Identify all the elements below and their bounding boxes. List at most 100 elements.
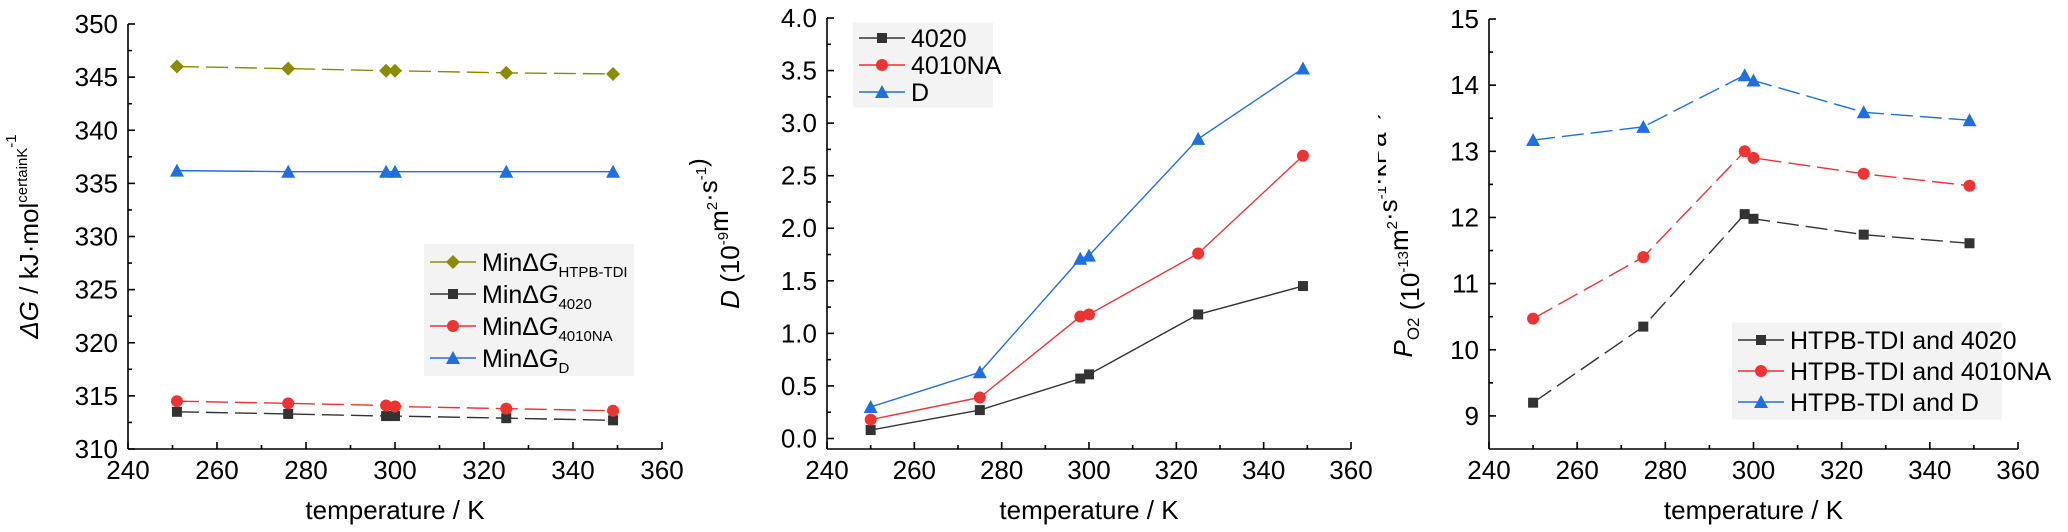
y-tick-label: 315	[75, 381, 118, 411]
data-point	[381, 411, 392, 422]
data-point	[500, 402, 513, 415]
x-tick-label: 260	[1555, 455, 1598, 485]
axes: 240 260 280 300 320 340 360 0.0 0.5 1.0 1.5 2.0 2.5 3…	[781, 3, 1373, 485]
data-point	[1748, 213, 1759, 224]
data-point	[169, 163, 184, 177]
data-point	[1296, 149, 1309, 162]
data-point	[1964, 238, 1975, 249]
x-tick-label: 280	[1644, 455, 1687, 485]
data-point	[283, 408, 294, 419]
data-point	[1192, 247, 1205, 260]
series-0	[1528, 209, 1975, 408]
legend-entry-label: 4010NA	[911, 52, 1002, 80]
data-point	[606, 164, 621, 178]
series-2	[1526, 68, 1977, 147]
data-point	[171, 406, 182, 417]
legend-background	[424, 244, 634, 376]
legend-entry-label: MinΔG4020	[482, 281, 592, 313]
y-axis-label: ΔG / kJ·molcertainK-1	[3, 134, 44, 339]
data-point	[1526, 133, 1541, 147]
legend-marker	[446, 351, 460, 364]
data-point	[1527, 312, 1540, 325]
data-point	[1963, 179, 1976, 192]
series-line	[870, 67, 1304, 408]
legend-entry-label: D	[911, 79, 929, 107]
legend: HTPB-TDI and 4020 HTPB-TDI and 4010NA HTPB…	[1732, 322, 2052, 420]
data-point	[379, 63, 394, 78]
data-point	[1637, 251, 1650, 264]
data-point	[388, 164, 402, 178]
chart-diffusion-coefficient: 240 260 280 300 320 340 360 0.0 0.5 1.0 1.5 2.0 2.5 3…	[689, 3, 1373, 525]
data-point	[606, 66, 621, 81]
data-point	[499, 164, 514, 178]
y-tick-label: 340	[75, 115, 118, 145]
data-point	[389, 400, 401, 413]
series-2	[863, 61, 1310, 413]
data-point	[1857, 167, 1870, 180]
series-line	[176, 169, 614, 173]
x-tick-label: 340	[1242, 455, 1285, 485]
x-tick-label: 240	[805, 455, 848, 485]
data-point	[1738, 145, 1751, 158]
series-2	[170, 395, 620, 417]
x-axis-label: temperature / K	[305, 495, 485, 525]
legend-marker	[876, 59, 888, 71]
series-0	[169, 59, 621, 81]
legend-entry-label: 4020	[911, 25, 967, 53]
x-tick-label: 300	[373, 455, 416, 485]
y-tick-label: 15	[1450, 4, 1479, 34]
series-3	[169, 163, 621, 178]
y-tick-label: 9	[1465, 401, 1479, 431]
y-tick-label: 345	[75, 62, 118, 92]
y-tick-label: 320	[75, 328, 118, 358]
data-point	[863, 399, 878, 413]
x-axis-label: temperature / K	[999, 495, 1179, 525]
legend-entry-label: MinΔG4010NA	[482, 313, 613, 345]
data-point	[973, 391, 986, 404]
chart-panel-permeability: 240 260 280 300 320 340 360 9 10 11 12 13 14 15 temper…	[1378, 0, 2067, 532]
x-tick-label: 300	[1732, 455, 1775, 485]
data-point	[1746, 73, 1761, 87]
x-axis-label: temperature / K	[1664, 495, 1844, 525]
data-point	[1528, 397, 1539, 408]
legend-entry-label: MinΔGHTPB-TDI	[482, 249, 628, 281]
y-tick-label: 335	[75, 168, 118, 198]
data-point	[607, 404, 620, 417]
y-axis-label: PO2 (10-13m2·s-1·kPa-1)	[1378, 110, 1425, 357]
y-tick-label: 10	[1450, 335, 1479, 365]
y-axis-label: D (10-9m2·s-1)	[689, 158, 745, 309]
x-tick-label: 280	[284, 455, 327, 485]
series-0	[865, 281, 1308, 436]
data-point	[1962, 113, 1977, 127]
data-point	[380, 399, 393, 412]
y-tick-label: 11	[1452, 269, 1479, 299]
legend-entry-label: HTPB-TDI and D	[1790, 389, 1979, 417]
data-point	[1297, 281, 1308, 292]
legend-marker	[448, 289, 458, 299]
legend-marker	[1756, 335, 1766, 345]
series-1	[864, 149, 1309, 426]
x-tick-label: 320	[1155, 455, 1198, 485]
y-tick-label: 325	[75, 275, 118, 305]
y-tick-label: 1.0	[781, 318, 817, 348]
chart-oxygen-permeability: 240 260 280 300 320 340 360 9 10 11 12 13 14 15 temper…	[1378, 4, 2052, 525]
x-tick-label: 300	[1067, 455, 1110, 485]
chart-delta-g: 240 260 280 300 320 340 360 310 315 320 325 330 335 3…	[3, 9, 684, 525]
data-point	[972, 365, 987, 379]
axes: 240 260 280 300 320 340 360 9 10 11 12 13 14 15	[1450, 4, 2040, 485]
y-tick-label: 310	[75, 434, 118, 464]
data-point	[1737, 68, 1752, 82]
series-line	[1532, 74, 1970, 141]
data-point	[281, 164, 296, 178]
axes: 240 260 280 300 320 340 360 310 315 320 325 330 335 3…	[75, 9, 684, 485]
data-point	[608, 415, 619, 426]
data-point	[170, 395, 183, 408]
y-tick-label: 0.5	[781, 371, 817, 401]
y-tick-label: 1.5	[781, 266, 817, 296]
y-tick-label: 3.0	[781, 108, 817, 138]
y-tick-label: 4.0	[781, 3, 817, 33]
data-point	[1084, 369, 1094, 380]
data-point	[1747, 151, 1760, 164]
x-tick-label: 340	[551, 455, 594, 485]
